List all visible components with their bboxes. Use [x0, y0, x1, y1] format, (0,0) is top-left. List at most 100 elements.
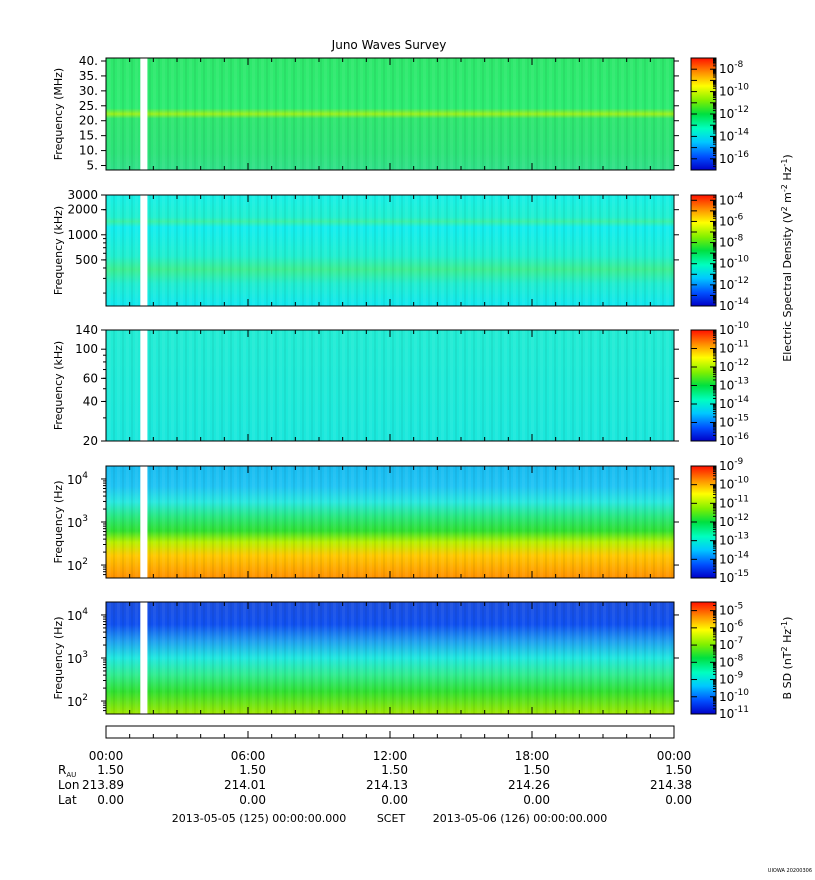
- colorbar-tick-label: 10-12: [719, 358, 749, 374]
- ephemeris-value: 213.89: [82, 778, 124, 792]
- footer-scet: SCET: [377, 812, 406, 825]
- ephemeris-value: 1.50: [523, 763, 550, 777]
- y-tick-label: 104: [67, 471, 88, 487]
- y-tick-label: 102: [67, 557, 88, 573]
- ephemeris-value: 214.38: [650, 778, 692, 792]
- y-tick-label: 100: [75, 342, 98, 356]
- y-tick-label: 20: [83, 434, 98, 448]
- colorbar-tick-label: 10-8: [719, 234, 744, 250]
- spectrogram-texture: [106, 330, 674, 441]
- ephemeris-value: 1.50: [239, 763, 266, 777]
- colorbar-label-magnetic: B SD (nT2 Hz-1): [780, 617, 794, 700]
- colorbar-tick-label: 10-7: [719, 636, 743, 652]
- colorbar-tick-label: 10-11: [719, 494, 749, 510]
- colorbar-tick-label: 10-14: [719, 550, 749, 566]
- y-tick-label: 102: [67, 693, 88, 709]
- y-tick-label: 25.: [79, 99, 98, 113]
- time-tick-label: 00:00: [657, 749, 692, 763]
- y-tick-label: 103: [67, 650, 88, 666]
- ephemeris-value: 214.01: [224, 778, 266, 792]
- data-gap: [140, 195, 148, 306]
- y-tick-label: 15.: [79, 129, 98, 143]
- colorbar-tick-label: 10-9: [719, 671, 744, 687]
- colorbar-gradient: [690, 601, 717, 715]
- colorbar-tick-label: 10-11: [719, 340, 749, 356]
- colorbar-tick-label: 10-13: [719, 377, 749, 393]
- colorbar-tick-label: 10-10: [719, 83, 749, 99]
- ephemeris-value: 0.00: [97, 793, 124, 807]
- colorbar-tick-label: 10-6: [719, 212, 744, 228]
- y-tick-label: 40.: [79, 54, 98, 68]
- colorbar-tick-label: 10-14: [719, 395, 749, 411]
- colorbar-tick-label: 10-16: [719, 150, 749, 166]
- data-gap: [140, 330, 148, 441]
- colorbar-tick-label: 10-10: [719, 476, 749, 492]
- colorbar-label-electric: Electric Spectral Density (V2 m-2 Hz-1): [780, 154, 794, 361]
- ephemeris-value: 0.00: [381, 793, 408, 807]
- ephemeris-row-label: Lon: [58, 778, 79, 792]
- colorbar: 10-10 10-11 10-12 10-13 10-14 10-15 10-16: [690, 321, 749, 448]
- y-axis-label: Frequency (Hz): [52, 617, 65, 700]
- time-tick-label: 12:00: [373, 749, 408, 763]
- spectrogram-panel-hfr-high: 5.10.15.20.25.30.35.40. Frequency (MHz) 10…: [52, 54, 749, 173]
- colorbar-tick-label: 10-13: [719, 532, 749, 548]
- ephemeris-value: 0.00: [239, 793, 266, 807]
- spectrogram-texture: [106, 466, 674, 578]
- y-axis-label: Frequency (MHz): [52, 68, 65, 160]
- colorbar-tick-label: 10-11: [719, 705, 749, 721]
- colorbar-tick-label: 10-6: [719, 619, 744, 635]
- colorbar-tick-label: 10-15: [719, 414, 749, 430]
- colorbar-tick-label: 10-10: [719, 255, 749, 271]
- colorbar-tick-label: 10-14: [719, 297, 749, 313]
- colorbar-tick-label: 10-8: [719, 653, 744, 669]
- spectrogram-texture: [106, 58, 674, 170]
- colorbar-tick-label: 10-12: [719, 276, 749, 292]
- colorbar: 10-9 10-10 10-11 10-12 10-13 10-14 10-15: [690, 457, 749, 585]
- y-tick-label: 3000: [67, 188, 98, 202]
- data-gap: [140, 602, 148, 714]
- colorbar-tick-label: 10-12: [719, 105, 749, 121]
- colorbar-tick-label: 10-10: [719, 688, 749, 704]
- y-tick-label: 140: [75, 323, 98, 337]
- y-tick-label: 2000: [67, 203, 98, 217]
- plot-title: Juno Waves Survey: [331, 38, 447, 52]
- time-tick-label: 18:00: [515, 749, 550, 763]
- y-axis-label: Frequency (kHz): [52, 206, 65, 295]
- footer-end: 2013-05-06 (126) 00:00:00.000: [433, 812, 607, 825]
- spectrogram-texture: [106, 602, 674, 714]
- ephemeris-value: 214.13: [366, 778, 408, 792]
- y-tick-label: 30.: [79, 84, 98, 98]
- y-tick-label: 40: [83, 394, 98, 408]
- footer-start: 2013-05-05 (125) 00:00:00.000: [172, 812, 346, 825]
- ephemeris-value: 1.50: [381, 763, 408, 777]
- y-tick-label: 104: [67, 607, 88, 623]
- version-stamp: UIOWA 20200306: [768, 868, 812, 874]
- colorbar: 10-4 10-6 10-8 10-10 10-12 10-14: [690, 191, 749, 313]
- ephemeris-value: 1.50: [97, 763, 124, 777]
- colorbar-tick-label: 10-16: [719, 432, 749, 448]
- y-tick-label: 5.: [87, 159, 98, 173]
- time-tick-label: 06:00: [231, 749, 266, 763]
- colorbar-tick-label: 10-15: [719, 569, 749, 585]
- time-tick-label: 00:00: [89, 749, 124, 763]
- ephemeris-row-label: Lat: [58, 793, 77, 807]
- y-axis-label: Frequency (Hz): [52, 481, 65, 564]
- y-tick-label: 103: [67, 514, 88, 530]
- ephemeris-value: 0.00: [523, 793, 550, 807]
- y-tick-label: 10.: [79, 144, 98, 158]
- colorbar-tick-label: 10-9: [719, 457, 744, 473]
- y-tick-label: 60: [83, 371, 98, 385]
- colorbar-tick-label: 10-14: [719, 127, 749, 143]
- colorbar: 10-8 10-10 10-12 10-14 10-16: [690, 57, 749, 171]
- data-gap: [140, 466, 148, 578]
- ephemeris-value: 0.00: [665, 793, 692, 807]
- y-axis-label: Frequency (kHz): [52, 341, 65, 430]
- spectrogram-texture: [106, 195, 674, 306]
- y-tick-label: 20.: [79, 114, 98, 128]
- colorbar-tick-label: 10-5: [719, 602, 743, 618]
